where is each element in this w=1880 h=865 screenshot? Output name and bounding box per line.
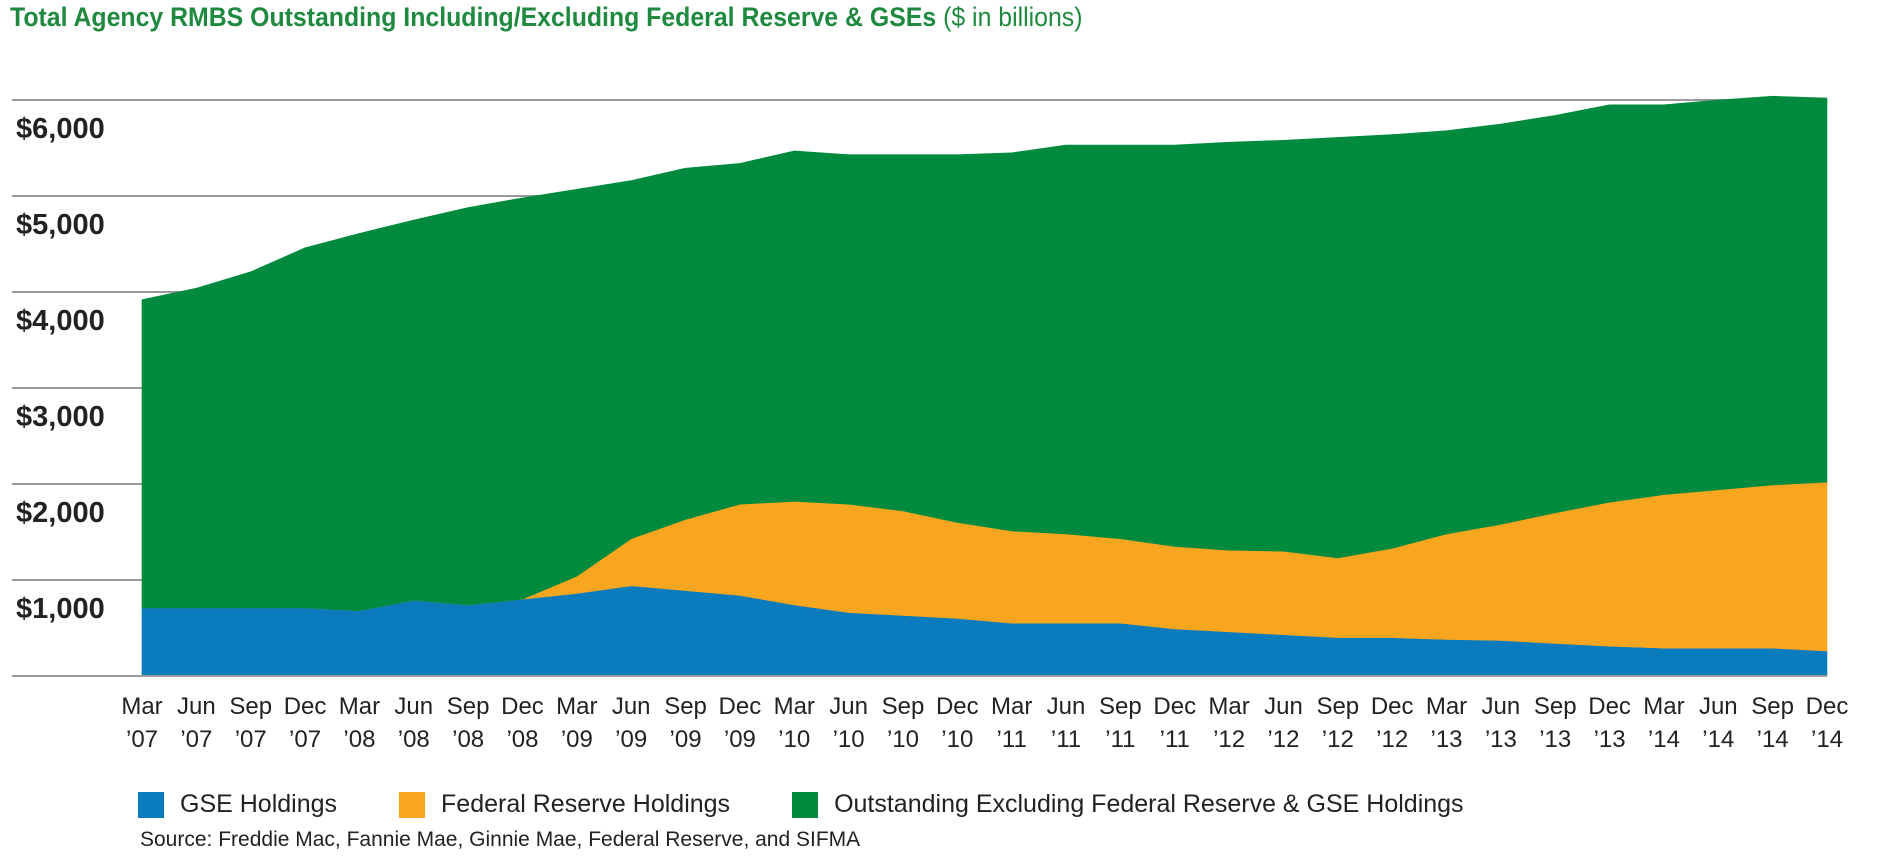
x-tick-label-10-month: Sep bbox=[664, 693, 707, 720]
x-tick-label-11-month: Dec bbox=[719, 693, 762, 720]
x-tick-label-31-month: Dec bbox=[1806, 693, 1849, 720]
x-tick-label-26-month: Sep bbox=[1534, 693, 1577, 720]
x-tick-label-15-month: Dec bbox=[936, 693, 979, 720]
x-tick-label-8-month: Mar bbox=[556, 693, 597, 720]
x-tick-label-16-year: ’11 bbox=[997, 726, 1027, 753]
x-tick-label-23-month: Dec bbox=[1371, 693, 1414, 720]
x-tick-label-1-month: Jun bbox=[177, 693, 216, 720]
legend-swatch-fed bbox=[399, 791, 426, 818]
legend-label-gse: GSE Holdings bbox=[180, 790, 338, 818]
area-outstanding-excluding bbox=[141, 95, 1828, 612]
x-tick-label-22-year: ’12 bbox=[1322, 726, 1354, 753]
chart-legend: GSE Holdings Federal Reserve Holdings Ou… bbox=[138, 790, 1526, 819]
x-tick-label-14-year: ’10 bbox=[887, 726, 919, 753]
legend-item-gse: GSE Holdings bbox=[138, 790, 337, 819]
x-tick-label-11-year: ’09 bbox=[724, 726, 756, 753]
x-tick-label-20-year: ’12 bbox=[1213, 726, 1245, 753]
x-tick-label-31-year: ’14 bbox=[1811, 726, 1843, 753]
x-tick-label-18-year: ’11 bbox=[1105, 726, 1135, 753]
legend-label-outstanding: Outstanding Excluding Federal Reserve & … bbox=[834, 790, 1464, 818]
x-tick-label-2-month: Sep bbox=[229, 693, 272, 720]
x-tick-label-8-year: ’09 bbox=[561, 726, 593, 753]
legend-swatch-gse bbox=[138, 791, 164, 818]
legend-item-outstanding: Outstanding Excluding Federal Reserve & … bbox=[792, 790, 1464, 819]
legend-swatch-outstanding bbox=[792, 791, 819, 818]
x-tick-label-19-year: ’11 bbox=[1160, 726, 1190, 753]
x-tick-label-20-month: Mar bbox=[1208, 693, 1249, 720]
x-tick-label-29-month: Jun bbox=[1699, 693, 1738, 720]
y-tick-label-2000: $2,000 bbox=[16, 497, 105, 529]
x-tick-label-9-year: ’09 bbox=[615, 726, 647, 753]
x-tick-label-13-month: Jun bbox=[829, 693, 868, 720]
x-tick-label-22-month: Sep bbox=[1316, 693, 1359, 720]
x-tick-label-2-year: ’07 bbox=[235, 726, 267, 753]
x-tick-label-13-year: ’10 bbox=[833, 726, 865, 753]
x-tick-label-6-year: ’08 bbox=[452, 726, 484, 753]
x-tick-label-3-year: ’07 bbox=[289, 726, 321, 753]
chart-title-main: Total Agency RMBS Outstanding Including/… bbox=[10, 2, 937, 32]
y-tick-label-6000: $6,000 bbox=[16, 113, 105, 145]
x-tick-label-18-month: Sep bbox=[1099, 693, 1142, 720]
x-tick-label-4-month: Mar bbox=[339, 693, 380, 720]
x-tick-label-10-year: ’09 bbox=[670, 726, 702, 753]
legend-item-fed: Federal Reserve Holdings bbox=[399, 790, 730, 819]
x-tick-label-21-year: ’12 bbox=[1267, 726, 1299, 753]
x-tick-label-26-year: ’13 bbox=[1539, 726, 1571, 753]
legend-label-fed: Federal Reserve Holdings bbox=[441, 790, 731, 818]
x-tick-label-23-year: ’12 bbox=[1376, 726, 1408, 753]
x-tick-label-30-year: ’14 bbox=[1757, 726, 1789, 753]
x-tick-label-28-year: ’14 bbox=[1648, 726, 1680, 753]
x-tick-label-27-year: ’13 bbox=[1594, 726, 1626, 753]
x-tick-label-1-year: ’07 bbox=[180, 726, 212, 753]
y-tick-label-5000: $5,000 bbox=[16, 209, 105, 241]
chart-title: Total Agency RMBS Outstanding Including/… bbox=[10, 2, 1083, 33]
x-tick-label-4-year: ’08 bbox=[343, 726, 375, 753]
x-tick-label-3-month: Dec bbox=[284, 693, 327, 720]
x-tick-label-21-month: Jun bbox=[1264, 693, 1303, 720]
x-tick-label-25-year: ’13 bbox=[1485, 726, 1517, 753]
x-tick-label-15-year: ’10 bbox=[941, 726, 973, 753]
x-tick-label-14-month: Sep bbox=[882, 693, 925, 720]
y-tick-label-1000: $1,000 bbox=[16, 593, 105, 625]
x-tick-label-5-year: ’08 bbox=[398, 726, 430, 753]
x-tick-label-29-year: ’14 bbox=[1702, 726, 1734, 753]
stacked-area-chart: $1,000 $2,000 $3,000 $4,000 $5,000 $6,000 Mar ’… bbox=[12, 95, 1849, 753]
y-tick-label-3000: $3,000 bbox=[16, 401, 105, 433]
y-tick-label-4000: $4,000 bbox=[16, 305, 105, 337]
x-tick-label-5-month: Jun bbox=[394, 693, 433, 720]
x-tick-label-12-month: Mar bbox=[774, 693, 815, 720]
x-tick-label-17-year: ’11 bbox=[1051, 726, 1081, 753]
x-tick-label-0-month: Mar bbox=[121, 693, 162, 720]
x-tick-label-12-year: ’10 bbox=[778, 726, 810, 753]
x-tick-label-16-month: Mar bbox=[991, 693, 1032, 720]
x-tick-label-19-month: Dec bbox=[1153, 693, 1196, 720]
chart-title-unit: ($ in billions) bbox=[943, 2, 1083, 32]
x-tick-label-25-month: Jun bbox=[1482, 693, 1521, 720]
x-tick-label-0-year: ’07 bbox=[126, 726, 158, 753]
x-tick-label-27-month: Dec bbox=[1588, 693, 1631, 720]
x-tick-label-24-year: ’13 bbox=[1431, 726, 1463, 753]
x-tick-label-6-month: Sep bbox=[447, 693, 490, 720]
x-tick-label-9-month: Jun bbox=[612, 693, 651, 720]
x-tick-label-28-month: Mar bbox=[1643, 693, 1684, 720]
x-tick-label-17-month: Jun bbox=[1047, 693, 1086, 720]
x-tick-label-7-year: ’08 bbox=[506, 726, 538, 753]
x-tick-label-24-month: Mar bbox=[1426, 693, 1467, 720]
source-note: Source: Freddie Mac, Fannie Mae, Ginnie … bbox=[140, 828, 861, 851]
x-tick-label-7-month: Dec bbox=[501, 693, 544, 720]
x-tick-label-30-month: Sep bbox=[1751, 693, 1794, 720]
